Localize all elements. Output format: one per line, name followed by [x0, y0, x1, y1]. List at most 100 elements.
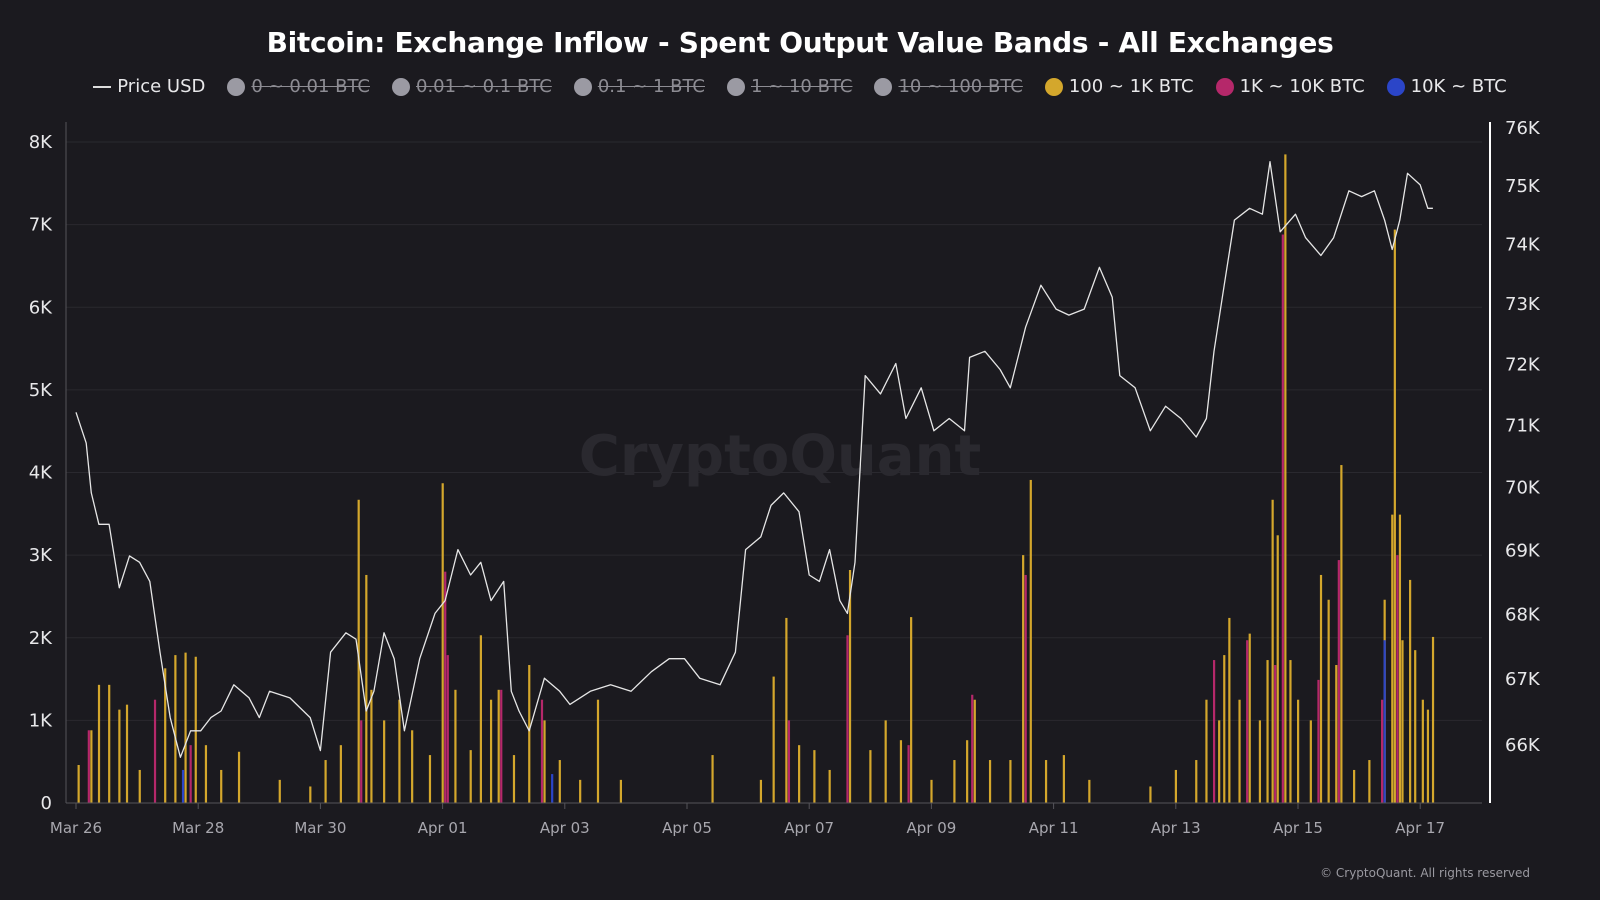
bar [220, 769, 223, 803]
bar [1212, 660, 1216, 803]
bar [540, 699, 544, 803]
x-tick-label: Apr 01 [418, 819, 468, 837]
bar [1276, 535, 1279, 803]
bar [357, 499, 360, 803]
legend-item[interactable]: 0.01 ~ 0.1 BTC [392, 76, 552, 97]
circle-swatch-icon [573, 77, 592, 96]
legend: Price USD 0 ~ 0.01 BTC 0.01 ~ 0.1 BTC 0.1 ~… [0, 76, 1600, 97]
bar [930, 779, 933, 803]
x-tick-label: Apr 09 [906, 819, 956, 837]
bar [711, 755, 714, 803]
bar [1353, 769, 1356, 803]
x-tick-label: Apr 15 [1273, 819, 1323, 837]
bar [118, 709, 121, 803]
bar [1421, 699, 1424, 803]
right-tick-label: 69K [1505, 541, 1541, 562]
bar [489, 699, 493, 803]
bar [813, 750, 816, 803]
bar [153, 699, 157, 803]
bar [360, 720, 363, 803]
bar [339, 745, 342, 803]
bar [1414, 650, 1417, 803]
bar [1218, 720, 1221, 803]
bar [278, 779, 281, 803]
bar [528, 665, 531, 803]
bar [411, 730, 414, 803]
bar [164, 668, 167, 803]
line-swatch-icon [93, 85, 112, 88]
left-tick-label: 5K [29, 380, 53, 401]
bar [1391, 514, 1394, 803]
bar [512, 755, 516, 803]
bar [1195, 760, 1198, 803]
bar [479, 635, 482, 803]
bar [1431, 636, 1435, 803]
bar [1393, 229, 1396, 803]
right-tick-label: 75K [1505, 176, 1541, 197]
bar [108, 684, 111, 803]
legend-item[interactable]: 1 ~ 10 BTC [727, 76, 852, 97]
price-line [75, 161, 1433, 758]
x-tick-label: Apr 13 [1151, 819, 1201, 837]
bar [579, 779, 582, 803]
bar [787, 720, 791, 803]
bar [596, 699, 600, 803]
right-tick-label: 71K [1505, 416, 1541, 437]
copyright: © CryptoQuant. All rights reserved [1320, 866, 1530, 880]
right-tick-label: 74K [1505, 235, 1541, 256]
bar [1228, 617, 1231, 803]
bar [1398, 514, 1402, 803]
bar [97, 684, 101, 803]
bar [1383, 640, 1386, 803]
bar [798, 745, 801, 803]
legend-item[interactable]: 100 ~ 1K BTC [1044, 76, 1194, 97]
x-tick-label: Apr 03 [540, 819, 590, 837]
bar [869, 750, 872, 803]
chart-title: Bitcoin: Exchange Inflow - Spent Output … [266, 26, 1334, 59]
circle-swatch-icon [1386, 77, 1405, 96]
bar [383, 720, 386, 803]
bar [398, 699, 401, 803]
bar [1327, 599, 1330, 803]
right-tick-label: 67K [1505, 669, 1541, 690]
legend-item[interactable]: 0 ~ 0.01 BTC [227, 76, 370, 97]
right-tick-label: 68K [1505, 604, 1541, 625]
x-tick-label: Apr 11 [1029, 819, 1079, 837]
bar [1044, 760, 1048, 803]
bar [558, 760, 561, 803]
bar [90, 730, 93, 803]
right-tick-label: 73K [1505, 294, 1541, 315]
bar [971, 694, 974, 803]
legend-item[interactable]: 0.1 ~ 1 BTC [573, 76, 705, 97]
legend-label: 0.01 ~ 0.1 BTC [416, 76, 552, 97]
bar [204, 745, 208, 803]
bar [846, 635, 849, 803]
left-tick-label: 1K [29, 710, 53, 731]
left-tick-label: 2K [29, 628, 53, 649]
bar [1426, 709, 1430, 803]
legend-label: 10K ~ BTC [1410, 76, 1507, 97]
bar [1024, 574, 1027, 803]
circle-swatch-icon [392, 77, 410, 96]
bar [1274, 665, 1277, 803]
bar [194, 656, 197, 803]
bar [828, 769, 831, 803]
bar [1319, 574, 1323, 803]
bar [619, 779, 623, 803]
left-tick-label: 4K [29, 463, 53, 484]
legend-item[interactable]: 10K ~ BTC [1386, 76, 1507, 97]
legend-item[interactable]: 10 ~ 100 BTC [874, 76, 1023, 97]
legend-label: Price USD [117, 76, 206, 97]
bar [1337, 560, 1340, 803]
legend-item[interactable]: Price USD [93, 76, 205, 97]
bar [441, 483, 444, 803]
watermark: CryptoQuant [579, 424, 981, 489]
bar [1401, 640, 1404, 803]
bar [551, 774, 554, 803]
bar [884, 720, 887, 803]
legend-label: 1 ~ 10 BTC [751, 76, 853, 97]
legend-item[interactable]: 1K ~ 10K BTC [1215, 76, 1365, 97]
bar [1368, 760, 1371, 803]
bar [138, 769, 141, 803]
bar [973, 699, 976, 803]
